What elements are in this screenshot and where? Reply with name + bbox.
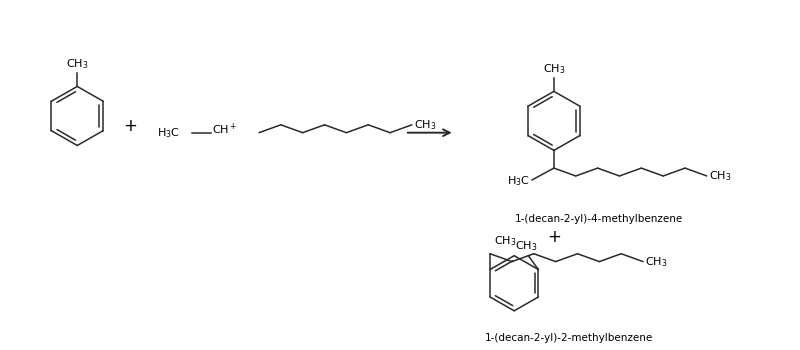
Text: CH$_3$: CH$_3$ [66,57,89,71]
Text: CH$^+$: CH$^+$ [212,122,238,138]
Text: CH$_3$: CH$_3$ [709,169,731,183]
Text: +: + [123,117,137,135]
Text: CH$_3$: CH$_3$ [414,118,436,132]
Text: CH$_3$: CH$_3$ [542,62,565,76]
Text: CH$_3$: CH$_3$ [645,255,667,268]
Text: CH$_3$: CH$_3$ [515,239,538,253]
Text: H$_3$C: H$_3$C [507,174,530,188]
Text: CH$_3$: CH$_3$ [494,234,517,248]
Text: H$_3$C: H$_3$C [157,126,180,140]
Text: +: + [547,228,561,246]
Text: 1-(decan-2-yl)-4-methylbenzene: 1-(decan-2-yl)-4-methylbenzene [514,214,682,224]
Text: 1-(decan-2-yl)-2-methylbenzene: 1-(decan-2-yl)-2-methylbenzene [485,333,653,343]
